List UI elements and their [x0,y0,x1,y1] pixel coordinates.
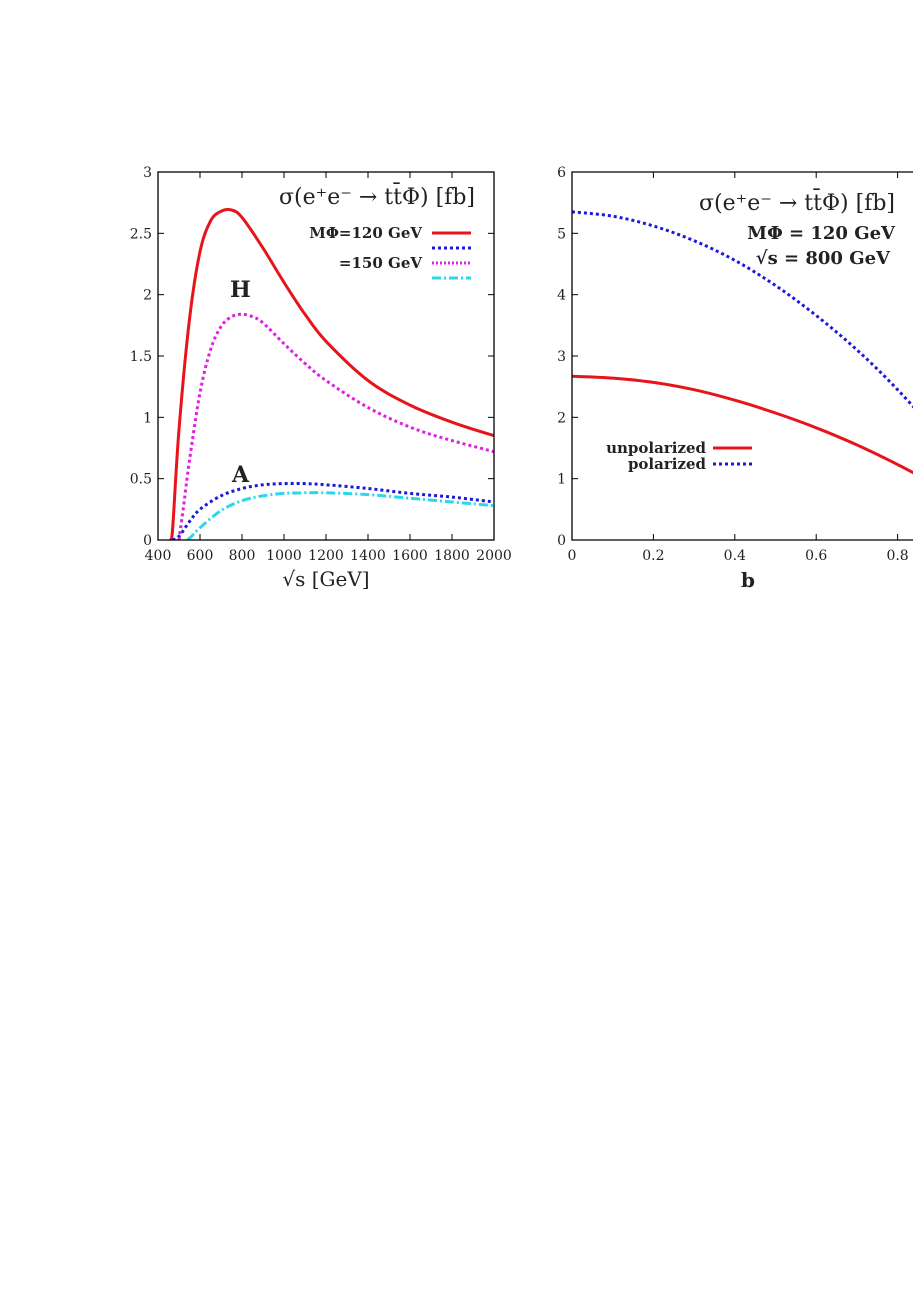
right-legend-label-unpolarized: unpolarized [606,439,706,457]
right-subtitle-mass: MΦ = 120 GeV [747,223,896,244]
left-axes: 400 600 800 1000 1200 1400 1600 1800 2000 0 0.5 1 1.… [130,165,512,564]
right-title: σ(e⁺e⁻ → tt̄Φ) [fb] [699,188,895,216]
right-x-axis-label: b [741,568,755,592]
left-x-tick-label: 1200 [308,548,344,564]
left-y-tick-label: 1 [143,410,152,426]
right-y-tick-label: 1 [557,472,566,488]
right-x-tick-label: 0.4 [724,548,746,564]
left-x-tick-label: 600 [187,548,214,564]
right-legend-label-polarized: polarized [628,455,707,473]
left-series-line-4 [186,491,494,540]
right-series [572,210,913,475]
left-y-tick-label: 2 [143,288,152,304]
left-legend: MΦ=120 GeV =150 GeV [309,224,471,280]
right-series-line-2 [572,210,913,409]
right-y-tick-label: 0 [557,533,566,549]
right-x-tick-label: 0 [568,548,577,564]
right-y-tick-label: 4 [557,288,566,304]
left-x-tick-label: 1800 [434,548,470,564]
annotation-A: A [231,462,250,488]
left-x-tick-label: 1000 [266,548,302,564]
left-x-tick-label: 1600 [392,548,428,564]
left-x-tick-label: 400 [145,548,172,564]
right-x-tick-label: 0.6 [805,548,827,564]
left-legend-label-1: MΦ=120 GeV [309,224,422,242]
left-panel: 400 600 800 1000 1200 1400 1600 1800 2000 0 0.5 1 1.… [130,165,512,591]
right-plot-frame [571,171,913,541]
right-y-tick-label: 5 [557,226,566,242]
right-axes: 0 0.2 0.4 0.6 0.8 0 1 2 3 4 5 6 [557,165,909,564]
right-y-tick-label: 6 [557,165,566,181]
right-subtitle-energy: √s = 800 GeV [756,248,891,269]
left-legend-label-3: =150 GeV [339,254,422,272]
left-y-tick-label: 3 [143,165,152,181]
left-y-tick-label: 2.5 [130,226,152,242]
left-y-tick-label: 1.5 [130,349,152,365]
right-panel: 0 0.2 0.4 0.6 0.8 0 1 2 3 4 5 6 σ(e⁺e⁻ → tt̄Φ) [fb]… [557,165,913,592]
left-title: σ(e⁺e⁻ → tt̄Φ) [fb] [279,182,475,210]
right-series-line-1 [572,374,913,475]
left-x-tick-label: 2000 [476,548,512,564]
right-x-tick-label: 0.8 [886,548,908,564]
right-y-tick-label: 2 [557,410,566,426]
left-x-tick-label: 800 [229,548,256,564]
left-series [169,207,494,540]
left-series-line-2 [171,481,494,540]
right-y-tick-label: 3 [557,349,566,365]
annotation-H: H [230,277,251,303]
left-y-tick-label: 0 [143,533,152,549]
left-series-line-3 [177,312,494,540]
left-series-line-1 [169,207,494,540]
left-plot-frame [157,171,495,541]
right-x-tick-label: 0.2 [642,548,664,564]
left-x-tick-label: 1400 [350,548,386,564]
left-x-axis-label: √s [GeV] [282,567,369,591]
right-legend: unpolarized polarized [606,439,752,473]
left-y-tick-label: 0.5 [130,472,152,488]
